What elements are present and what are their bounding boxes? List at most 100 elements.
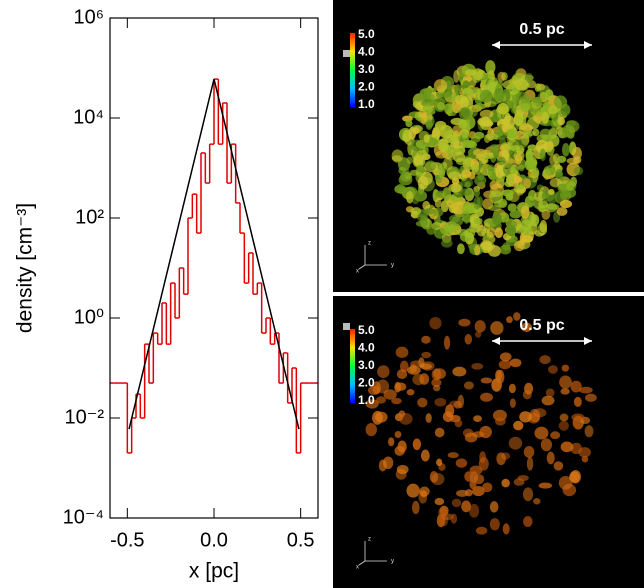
clump xyxy=(548,365,558,374)
clump xyxy=(365,399,379,409)
clump xyxy=(501,478,510,488)
clump xyxy=(426,108,436,115)
clump xyxy=(405,119,413,128)
clump xyxy=(505,192,514,201)
clump xyxy=(412,196,420,205)
clump xyxy=(435,150,448,159)
clump xyxy=(520,102,531,113)
clump xyxy=(571,413,585,422)
clump xyxy=(445,134,458,144)
clump xyxy=(458,318,471,327)
clump xyxy=(553,461,564,471)
colorbar-marker xyxy=(343,50,350,57)
clump xyxy=(408,126,417,140)
clump xyxy=(460,177,473,188)
clump xyxy=(526,456,534,471)
clump xyxy=(473,415,482,422)
clump xyxy=(538,482,553,489)
clump xyxy=(432,207,444,217)
colorbar-label: 5.0 xyxy=(358,323,375,337)
clump xyxy=(534,426,549,440)
clump xyxy=(425,119,433,130)
clump xyxy=(448,171,462,181)
clump xyxy=(463,381,474,390)
clump xyxy=(548,105,558,115)
clump xyxy=(522,130,536,137)
clump xyxy=(464,432,478,443)
clump xyxy=(521,322,532,332)
clump xyxy=(493,88,505,101)
clump xyxy=(422,208,436,215)
clump xyxy=(500,142,514,151)
clump xyxy=(396,464,409,475)
clump xyxy=(474,320,486,333)
clump xyxy=(520,95,532,104)
clump xyxy=(539,85,551,99)
colorbar-label: 1.0 xyxy=(358,393,375,407)
clump xyxy=(479,109,494,119)
clump xyxy=(372,410,383,425)
clump xyxy=(447,452,459,459)
clump xyxy=(578,447,591,458)
clump xyxy=(451,215,464,227)
clump xyxy=(415,220,429,227)
clump xyxy=(514,78,529,91)
colorbar-label: 1.0 xyxy=(358,97,375,111)
x-tick-label: -0.5 xyxy=(110,529,144,551)
clump xyxy=(409,169,419,176)
clump xyxy=(523,516,533,527)
colorbar-label: 2.0 xyxy=(358,376,375,390)
clump xyxy=(406,389,415,396)
clump xyxy=(508,78,515,86)
clump xyxy=(450,513,458,524)
clump xyxy=(539,355,551,365)
clump xyxy=(421,351,432,359)
axis-letter: y xyxy=(391,263,394,269)
clump xyxy=(531,214,540,226)
clump xyxy=(545,388,555,398)
plot-frame xyxy=(109,17,319,519)
clump xyxy=(411,207,422,216)
clump xyxy=(429,316,442,330)
clump xyxy=(557,183,567,192)
clump xyxy=(496,452,506,466)
clump xyxy=(474,175,487,186)
clump xyxy=(570,380,582,393)
clump xyxy=(489,501,499,513)
clump xyxy=(463,228,476,239)
clump xyxy=(579,386,593,394)
clump xyxy=(497,71,506,82)
clump xyxy=(569,471,580,483)
clump xyxy=(464,489,473,497)
clump xyxy=(454,84,462,95)
axis-letter: z xyxy=(368,241,371,247)
clump xyxy=(490,321,504,335)
x-tick-label: 0.0 xyxy=(200,529,228,551)
clump xyxy=(438,138,449,153)
clump xyxy=(462,157,474,171)
clump xyxy=(474,244,481,256)
clump xyxy=(448,183,462,193)
density-plot: 10⁻⁴ 10⁻² 10⁰ 10² 10⁴ 10⁶ -0.5 0.0 0.5 x [pc] dens… xyxy=(14,6,319,583)
clump xyxy=(513,420,524,431)
clump xyxy=(488,205,502,212)
colorbar xyxy=(350,329,355,403)
clump xyxy=(473,188,480,198)
axis-letter: x xyxy=(356,565,359,571)
axis-letter: x xyxy=(356,269,359,275)
clump xyxy=(442,157,453,171)
clump xyxy=(545,203,560,210)
clump xyxy=(502,523,510,535)
colorbar-label: 3.0 xyxy=(358,62,375,76)
clump xyxy=(431,378,442,387)
clump xyxy=(532,96,542,104)
clump xyxy=(519,411,532,423)
clump xyxy=(421,335,431,344)
clump xyxy=(560,441,574,453)
clump xyxy=(515,138,529,149)
clump xyxy=(534,83,542,92)
clump xyxy=(559,199,573,209)
clump xyxy=(434,397,447,407)
clump xyxy=(541,395,555,406)
clump xyxy=(519,124,534,132)
